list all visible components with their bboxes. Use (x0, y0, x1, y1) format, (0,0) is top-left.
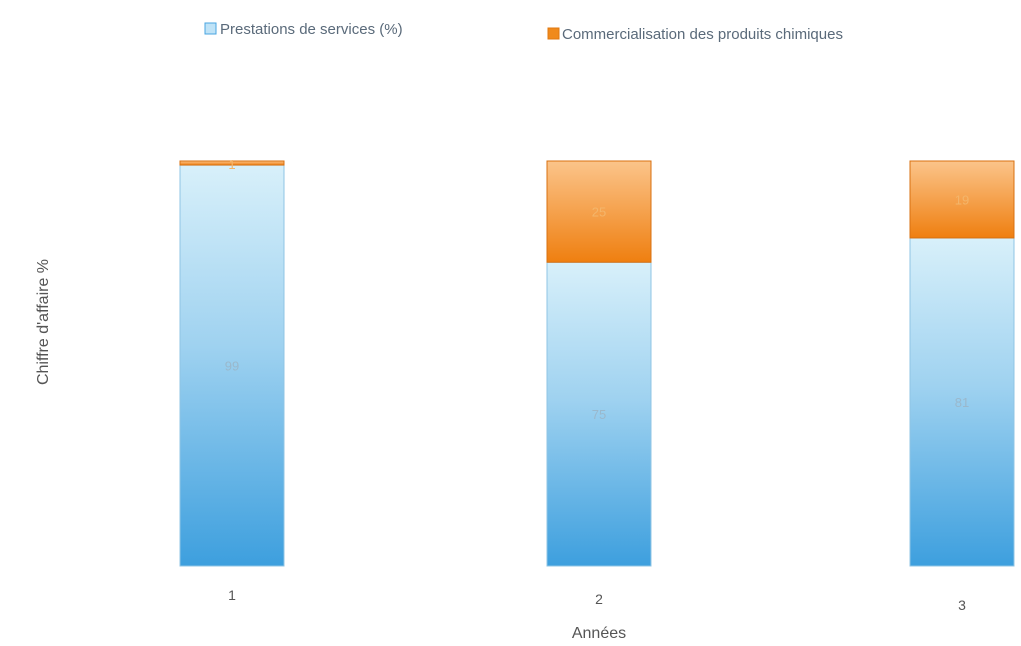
legend: Prestations de services (%) Commercialis… (204, 21, 843, 43)
plot-area: 99 1 1 75 25 2 81 19 3 (179, 157, 1015, 613)
bar-1-series-0 (179, 164, 285, 567)
x-tick-label-1: 1 (228, 587, 236, 603)
data-label-1-series-0: 99 (225, 359, 239, 374)
data-label-3-series-1: 19 (955, 192, 969, 207)
y-axis-title: Chiffre d'affaire % (35, 259, 52, 385)
data-label-2-series-1: 25 (592, 205, 606, 220)
legend-swatch-series-0 (204, 22, 217, 35)
x-axis-title: Années (572, 625, 626, 642)
bar-3-series-1 (909, 160, 1015, 239)
legend-label-series-1: Commercialisation des produits chimiques (562, 26, 843, 43)
legend-label-series-0: Prestations de services (%) (220, 21, 403, 38)
bar-1-series-1 (179, 160, 285, 166)
data-label-2-series-0: 75 (592, 407, 606, 422)
bar-2-series-0 (546, 261, 652, 567)
data-label-3-series-0: 81 (955, 395, 969, 410)
bar-3-series-0 (909, 237, 1015, 567)
legend-swatch-series-1 (547, 27, 560, 40)
x-tick-label-2: 2 (595, 591, 603, 607)
bar-2-series-1 (546, 160, 652, 263)
legend-item-series-0: Prestations de services (%) (204, 21, 403, 38)
data-label-1-series-1: 1 (228, 157, 235, 172)
x-tick-label-3: 3 (958, 597, 966, 613)
legend-item-series-1: Commercialisation des produits chimiques (547, 26, 843, 43)
